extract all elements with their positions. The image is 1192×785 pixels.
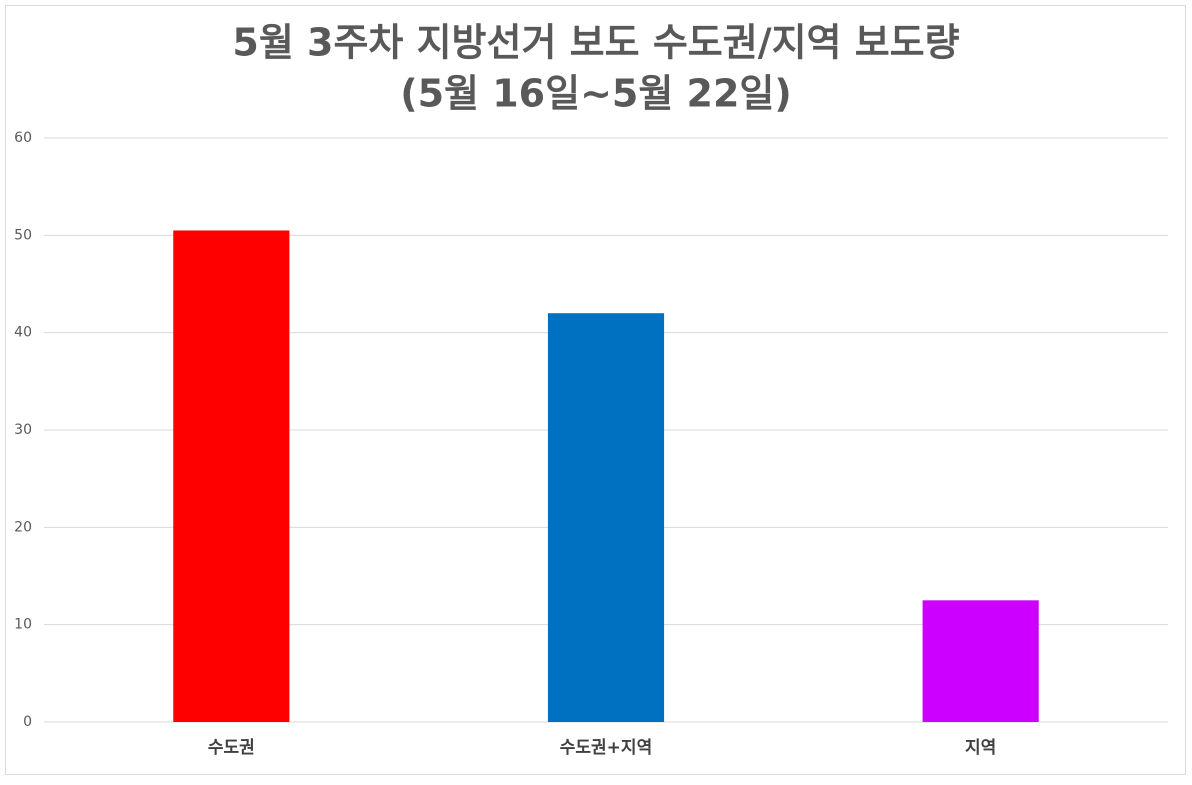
y-tick-label: 0 — [23, 714, 32, 730]
x-tick-label: 지역 — [965, 738, 996, 758]
chart-subtitle: (5월 16일~5월 22일) — [400, 72, 792, 116]
y-tick-label: 10 — [14, 617, 32, 633]
y-tick-label: 60 — [14, 130, 32, 146]
bar — [173, 230, 290, 722]
y-tick-label: 30 — [14, 422, 32, 438]
y-tick-label: 20 — [14, 519, 32, 535]
y-tick-label: 50 — [14, 227, 32, 243]
x-tick-label: 수도권 — [208, 738, 255, 758]
chart-title: 5월 3주차 지방선거 보도 수도권/지역 보도량 — [232, 21, 959, 65]
bar — [922, 600, 1039, 722]
x-tick-label: 수도권+지역 — [560, 738, 652, 758]
bar — [547, 313, 665, 722]
y-tick-label: 40 — [14, 325, 32, 341]
